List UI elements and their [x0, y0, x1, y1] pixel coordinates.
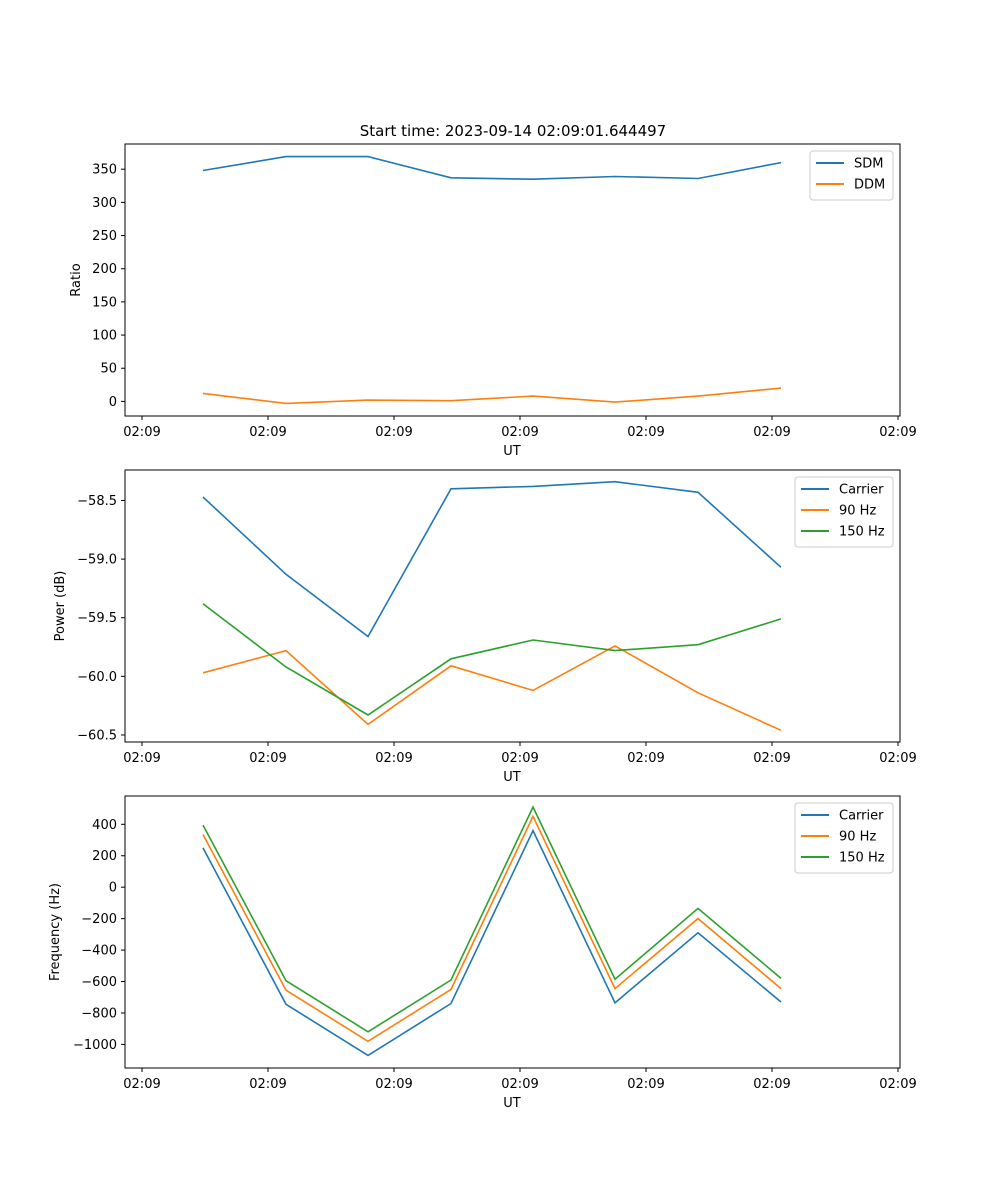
- x-tick-label: 02:09: [123, 1077, 160, 1092]
- legend-label: SDM: [854, 157, 883, 172]
- x-tick-label: 02:09: [627, 1077, 664, 1092]
- series-line-150-hz: [202, 603, 782, 716]
- x-tick-label: 02:09: [627, 425, 664, 440]
- y-tick-label: 400: [92, 818, 117, 833]
- y-tick-label: −59.5: [77, 611, 117, 626]
- x-tick-label: 02:09: [879, 425, 916, 440]
- frequency-panel: −1000 −800 −600 −400 −200 0 200 400 02:09 02:09 02…: [48, 795, 917, 1111]
- axes-frame: [124, 469, 901, 743]
- axes-frame: [124, 143, 901, 417]
- y-tick-label: −60.0: [77, 670, 117, 685]
- y-tick-label: −600: [81, 975, 117, 990]
- legend: [794, 802, 894, 874]
- y-axis-label: Frequency (Hz): [48, 883, 63, 981]
- chart-title: Start time: 2023-09-14 02:09:01.644497: [360, 122, 666, 140]
- y-tick-label: 0: [109, 395, 117, 410]
- legend-label: 90 Hz: [839, 504, 876, 519]
- series-line-carrier: [202, 480, 782, 638]
- x-tick-label: 02:09: [123, 751, 160, 766]
- x-tick-label: 02:09: [753, 1077, 790, 1092]
- x-tick-label: 02:09: [627, 751, 664, 766]
- x-tick-label: 02:09: [501, 1077, 538, 1092]
- y-tick-label: 300: [92, 196, 117, 211]
- x-axis-label: UT: [503, 1096, 521, 1111]
- x-axis-label: UT: [503, 770, 521, 785]
- y-axis-label: Power (dB): [53, 571, 68, 642]
- power-panel: −60.5 −60.0 −59.5 −59.0 −58.5 02:09 02:09 02:09…: [53, 469, 917, 785]
- y-tick-label: 100: [92, 329, 117, 344]
- x-tick-label: 02:09: [249, 425, 286, 440]
- series-line-carrier: [202, 828, 782, 1057]
- x-tick-label: 02:09: [753, 425, 790, 440]
- y-tick-label: −800: [81, 1006, 117, 1021]
- legend-label: 150 Hz: [839, 525, 885, 540]
- x-tick-label: 02:09: [249, 751, 286, 766]
- series-line-90-hz: [202, 814, 782, 1043]
- y-tick-label: −1000: [73, 1038, 117, 1053]
- legend-label: Carrier: [839, 809, 884, 824]
- legend-label: Carrier: [839, 483, 884, 498]
- y-tick-label: 50: [100, 362, 117, 377]
- series-line-sdm: [202, 155, 782, 181]
- x-tick-label: 02:09: [375, 1077, 412, 1092]
- y-tick-label: −400: [81, 944, 117, 959]
- y-tick-label: −200: [81, 912, 117, 927]
- x-tick-label: 02:09: [879, 751, 916, 766]
- y-tick-label: 200: [92, 262, 117, 277]
- y-axis-label: Ratio: [69, 263, 84, 296]
- y-tick-label: −60.5: [77, 728, 117, 743]
- x-tick-label: 02:09: [375, 751, 412, 766]
- y-tick-label: 250: [92, 229, 117, 244]
- series-line-150-hz: [202, 805, 782, 1033]
- y-tick-label: −58.5: [77, 494, 117, 509]
- y-tick-label: 150: [92, 295, 117, 310]
- y-tick-label: −59.0: [77, 553, 117, 568]
- x-tick-label: 02:09: [249, 1077, 286, 1092]
- legend: [794, 476, 894, 548]
- x-tick-label: 02:09: [753, 751, 790, 766]
- x-tick-label: 02:09: [123, 425, 160, 440]
- ratio-panel: 0 50 100 150 200 250 300 350 02:09 02:09 02:09 02:0…: [69, 143, 917, 459]
- x-tick-label: 02:09: [879, 1077, 916, 1092]
- y-tick-label: 350: [92, 163, 117, 178]
- x-tick-label: 02:09: [501, 751, 538, 766]
- legend-label: DDM: [854, 178, 885, 193]
- legend-label: 90 Hz: [839, 830, 876, 845]
- y-tick-label: 0: [109, 881, 117, 896]
- x-tick-label: 02:09: [375, 425, 412, 440]
- axes-frame: [124, 795, 901, 1069]
- x-axis-label: UT: [503, 444, 521, 459]
- legend-label: 150 Hz: [839, 851, 885, 866]
- x-tick-label: 02:09: [501, 425, 538, 440]
- series-line-90-hz: [202, 644, 782, 732]
- series-line-ddm: [202, 387, 782, 405]
- y-tick-label: 200: [92, 849, 117, 864]
